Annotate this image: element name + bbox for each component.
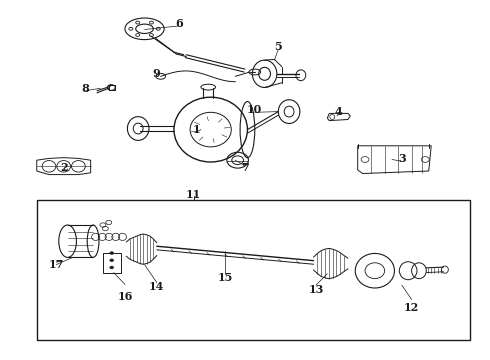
Text: 6: 6	[175, 18, 183, 29]
Text: 13: 13	[308, 284, 324, 295]
Circle shape	[110, 252, 114, 255]
Bar	[103, 253, 121, 273]
Circle shape	[110, 259, 114, 262]
Text: 4: 4	[334, 106, 342, 117]
Text: 15: 15	[218, 272, 233, 283]
Bar	[37, 200, 470, 340]
Circle shape	[110, 266, 114, 269]
Text: 8: 8	[82, 83, 90, 94]
Text: 1: 1	[192, 124, 200, 135]
Text: 11: 11	[186, 189, 201, 200]
Text: 3: 3	[398, 153, 406, 164]
Text: 7: 7	[241, 162, 249, 173]
Text: 2: 2	[60, 162, 68, 173]
Text: 9: 9	[152, 68, 160, 79]
Text: 17: 17	[49, 259, 64, 270]
Text: 12: 12	[404, 302, 419, 313]
Text: 10: 10	[247, 104, 263, 115]
Text: 5: 5	[274, 41, 282, 52]
Text: 14: 14	[149, 281, 165, 292]
Text: 16: 16	[117, 292, 133, 302]
